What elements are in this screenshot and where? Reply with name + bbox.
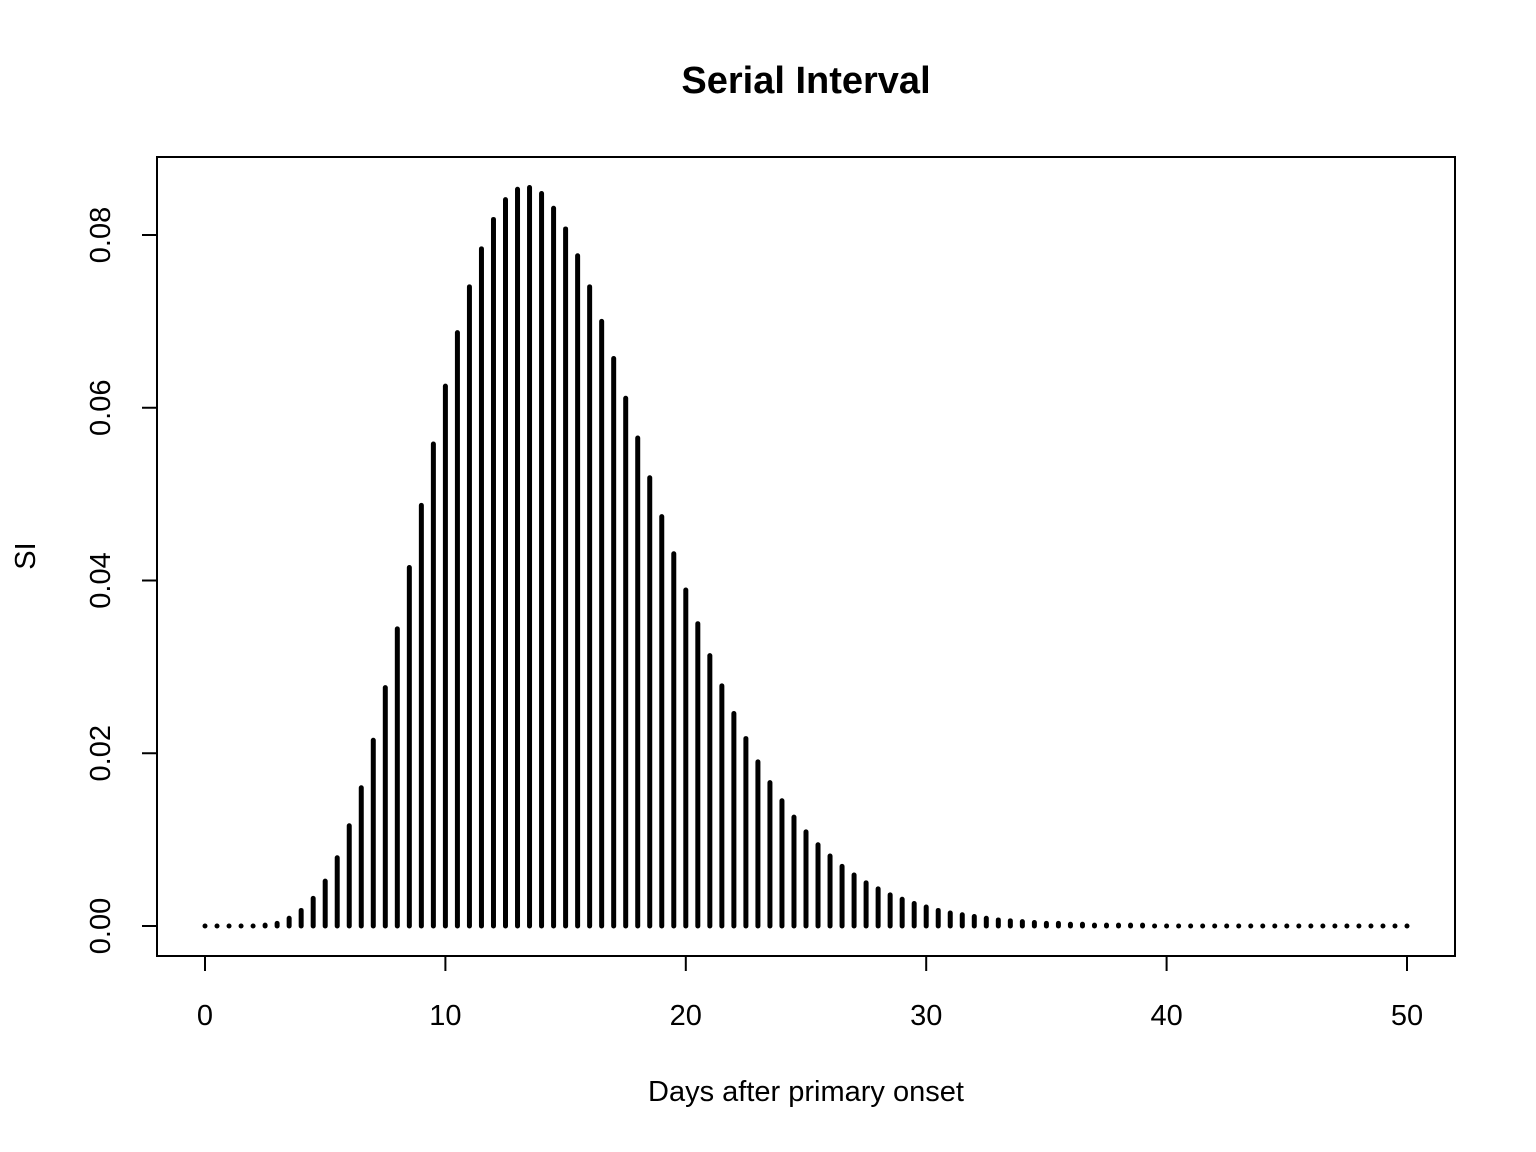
x-tick-label: 0 xyxy=(197,1000,213,1032)
x-tick-label: 10 xyxy=(429,1000,461,1032)
x-tick-label: 20 xyxy=(670,1000,702,1032)
y-tick-label: 0.08 xyxy=(85,207,117,263)
y-tick-label: 0.06 xyxy=(85,380,117,436)
x-tick-label: 30 xyxy=(910,1000,942,1032)
y-axis-label: SI xyxy=(10,542,42,569)
x-tick-label: 50 xyxy=(1391,1000,1423,1032)
chart-title: Serial Interval xyxy=(681,60,930,102)
y-tick-label: 0.00 xyxy=(85,898,117,954)
y-tick-label: 0.02 xyxy=(85,725,117,781)
y-tick-label: 0.04 xyxy=(85,552,117,608)
x-axis: 0 10 20 30 40 50 xyxy=(197,955,1423,1032)
x-axis-label: Days after primary onset xyxy=(648,1076,964,1108)
data-spikes xyxy=(202,184,1410,929)
x-tick-label: 40 xyxy=(1150,1000,1182,1032)
y-axis: 0.00 0.02 0.04 0.06 0.08 xyxy=(85,207,158,954)
